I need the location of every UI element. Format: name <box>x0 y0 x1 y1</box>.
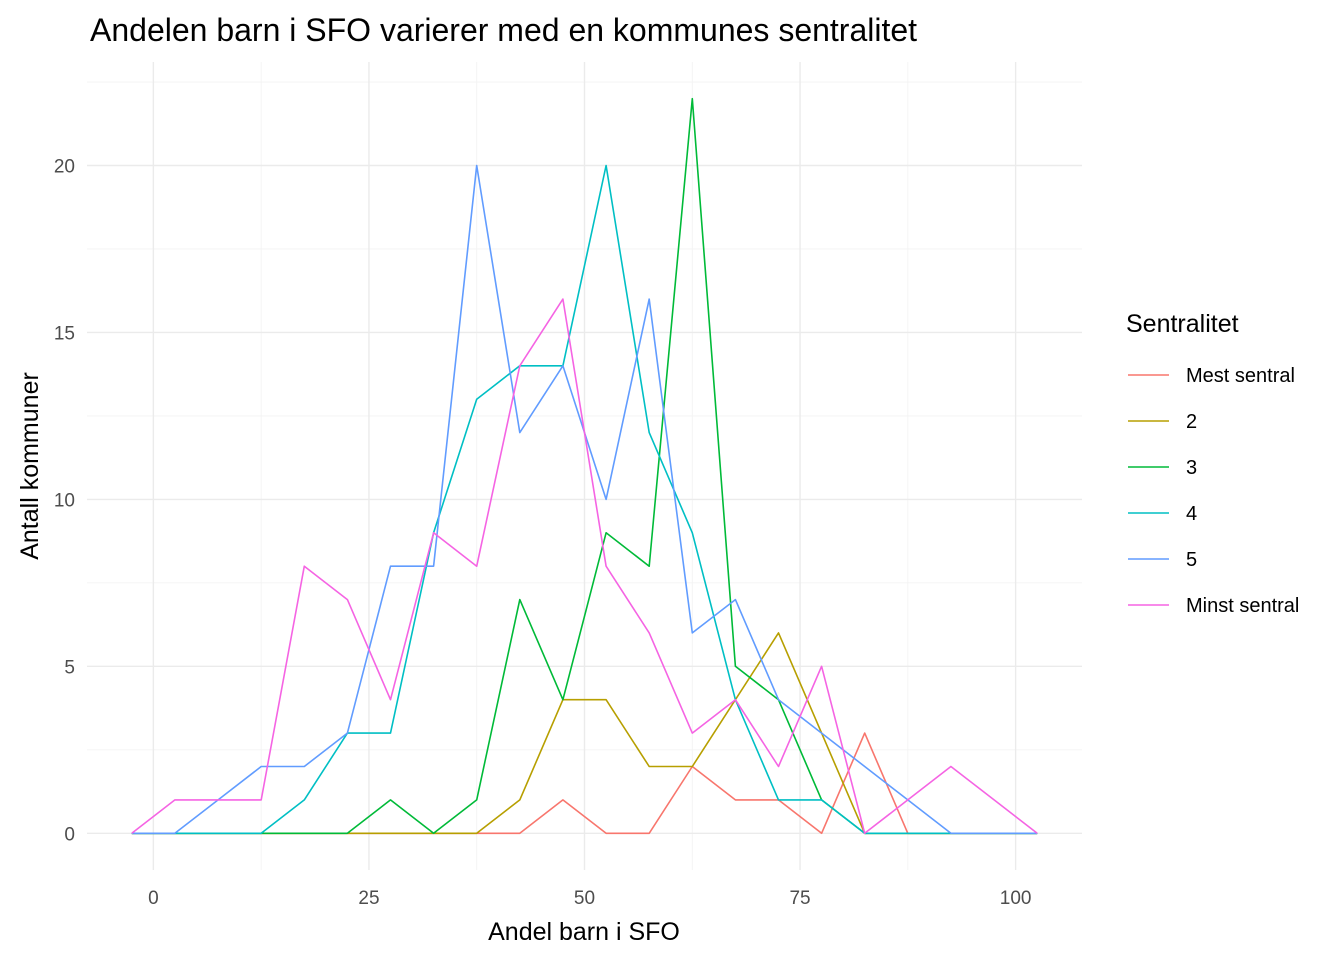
x-tick-label: 75 <box>789 888 810 909</box>
series-line-4 <box>131 164 1038 835</box>
y-tick-label: 20 <box>54 157 75 178</box>
x-tick-label: 0 <box>148 888 159 909</box>
legend-label-2: 2 <box>1186 411 1197 433</box>
legend-item-4: 4 <box>1128 503 1197 525</box>
series-line-minst-sentral <box>131 298 1038 835</box>
legend-item-5: 5 <box>1128 549 1197 571</box>
legend-item-minst-sentral: Minst sentral <box>1128 595 1299 617</box>
x-tick-label: 25 <box>358 888 379 909</box>
y-axis-title: Antall kommuner <box>16 372 44 560</box>
legend-label-mest-sentral: Mest sentral <box>1186 365 1295 387</box>
x-tick-label: 100 <box>1000 888 1032 909</box>
y-tick-label: 5 <box>64 657 75 678</box>
legend-label-minst-sentral: Minst sentral <box>1186 595 1299 617</box>
x-axis-title: Andel barn i SFO <box>488 918 680 946</box>
legend-item-mest-sentral: Mest sentral <box>1128 365 1295 387</box>
legend-label-5: 5 <box>1186 549 1197 571</box>
legend-item-2: 2 <box>1128 411 1197 433</box>
legend-title: Sentralitet <box>1126 310 1239 338</box>
plot-panel: 0 25 50 75 100 0 5 10 15 20 <box>54 62 1082 909</box>
y-tick-label: 0 <box>64 824 75 845</box>
y-tick-label: 15 <box>54 323 75 344</box>
chart-title: Andelen barn i SFO varierer med en kommu… <box>90 12 917 48</box>
legend-label-3: 3 <box>1186 457 1197 479</box>
x-tick-label: 50 <box>574 888 595 909</box>
legend: Sentralitet Mest sentral 2 3 4 5 Minst sentra… <box>1126 310 1299 617</box>
legend-label-4: 4 <box>1186 503 1197 525</box>
y-tick-label: 10 <box>54 490 75 511</box>
legend-item-3: 3 <box>1128 457 1197 479</box>
